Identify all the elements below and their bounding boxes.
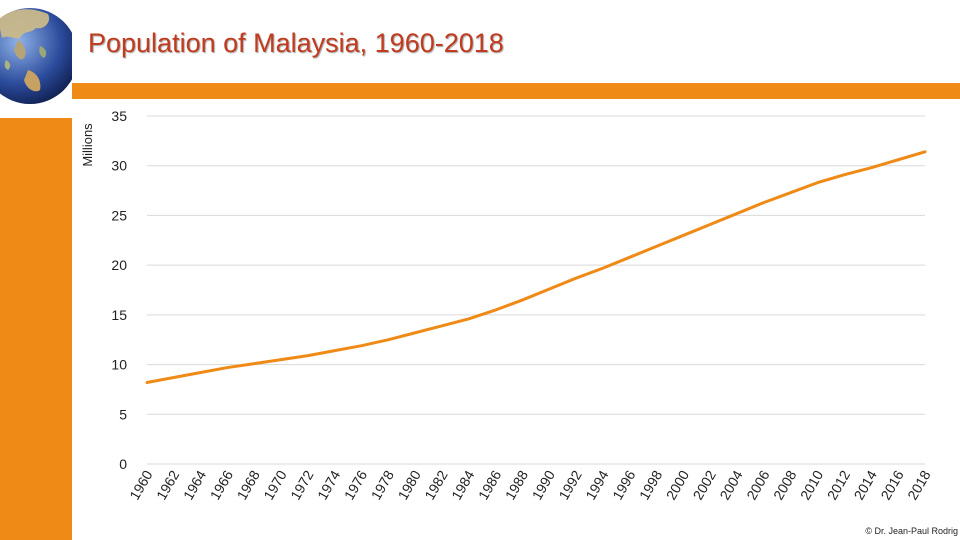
x-tick-label: 2012 bbox=[824, 467, 854, 502]
x-tick-label: 2002 bbox=[690, 467, 720, 502]
globe-logo bbox=[0, 0, 72, 118]
y-tick-label: 5 bbox=[119, 406, 127, 422]
x-tick-label: 1970 bbox=[260, 467, 290, 502]
x-tick-label: 1992 bbox=[555, 467, 585, 502]
x-tick-label: 1986 bbox=[475, 467, 505, 502]
x-tick-label: 1994 bbox=[582, 467, 612, 502]
x-tick-label: 1976 bbox=[341, 467, 371, 502]
x-tick-label: 1982 bbox=[421, 467, 451, 502]
x-tick-label: 2008 bbox=[770, 467, 800, 502]
x-tick-label: 2004 bbox=[716, 467, 746, 502]
x-tick-label: 1964 bbox=[180, 467, 210, 502]
x-tick-label: 1960 bbox=[126, 467, 156, 502]
x-tick-label: 1980 bbox=[394, 467, 424, 502]
x-tick-label: 2010 bbox=[797, 467, 827, 502]
x-tick-label: 2018 bbox=[904, 467, 934, 502]
x-tick-label: 1996 bbox=[609, 467, 639, 502]
y-tick-label: 0 bbox=[119, 456, 127, 472]
credit-text: © Dr. Jean-Paul Rodrig bbox=[865, 526, 958, 536]
x-tick-label: 1974 bbox=[314, 467, 344, 502]
y-tick-label: 15 bbox=[111, 307, 127, 323]
x-tick-label: 2014 bbox=[851, 467, 881, 502]
y-tick-label: 35 bbox=[111, 108, 127, 124]
header-accent-bar bbox=[72, 83, 960, 99]
chart-title: Population of Malaysia, 1960-2018 bbox=[88, 28, 504, 58]
population-line-chart: 0510152025303519601962196419661968197019… bbox=[111, 108, 934, 502]
y-tick-label: 30 bbox=[111, 158, 127, 174]
x-tick-label: 1988 bbox=[502, 467, 532, 502]
x-tick-label: 2016 bbox=[877, 467, 907, 502]
x-tick-label: 1984 bbox=[448, 467, 478, 502]
y-tick-label: 25 bbox=[111, 207, 127, 223]
series-line-population bbox=[145, 150, 927, 384]
x-tick-label: 2006 bbox=[743, 467, 773, 502]
x-tick-label: 1972 bbox=[287, 467, 317, 502]
x-tick-label: 1990 bbox=[529, 467, 559, 502]
x-tick-label: 1966 bbox=[207, 467, 237, 502]
x-tick-label: 2000 bbox=[663, 467, 693, 502]
y-tick-label: 10 bbox=[111, 357, 127, 373]
x-tick-label: 1998 bbox=[636, 467, 666, 502]
x-tick-label: 1962 bbox=[153, 467, 183, 502]
x-tick-label: 1968 bbox=[233, 467, 263, 502]
x-tick-label: 1978 bbox=[368, 467, 398, 502]
y-tick-label: 20 bbox=[111, 257, 127, 273]
